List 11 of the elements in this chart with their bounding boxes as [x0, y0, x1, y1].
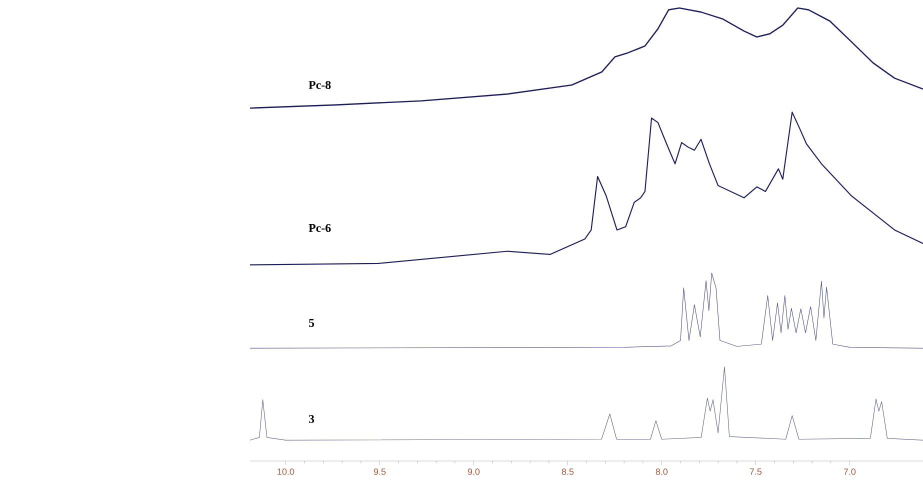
x-tick-label: 10.0: [278, 468, 294, 475]
series-label: 3: [308, 414, 314, 423]
series-label: 5: [309, 319, 314, 327]
x-tick-label: 9.5: [374, 468, 386, 475]
text: Pc-6: [308, 224, 331, 232]
x-tick-label: 8.0: [656, 468, 668, 475]
x-tick-label: 7.0: [844, 468, 856, 475]
series-label: Pc-8: [308, 80, 331, 90]
x-tick-label: 7.5: [750, 468, 762, 475]
x-tick-label: 9.0: [468, 468, 480, 475]
x-tick-label: 8.5: [562, 468, 574, 475]
